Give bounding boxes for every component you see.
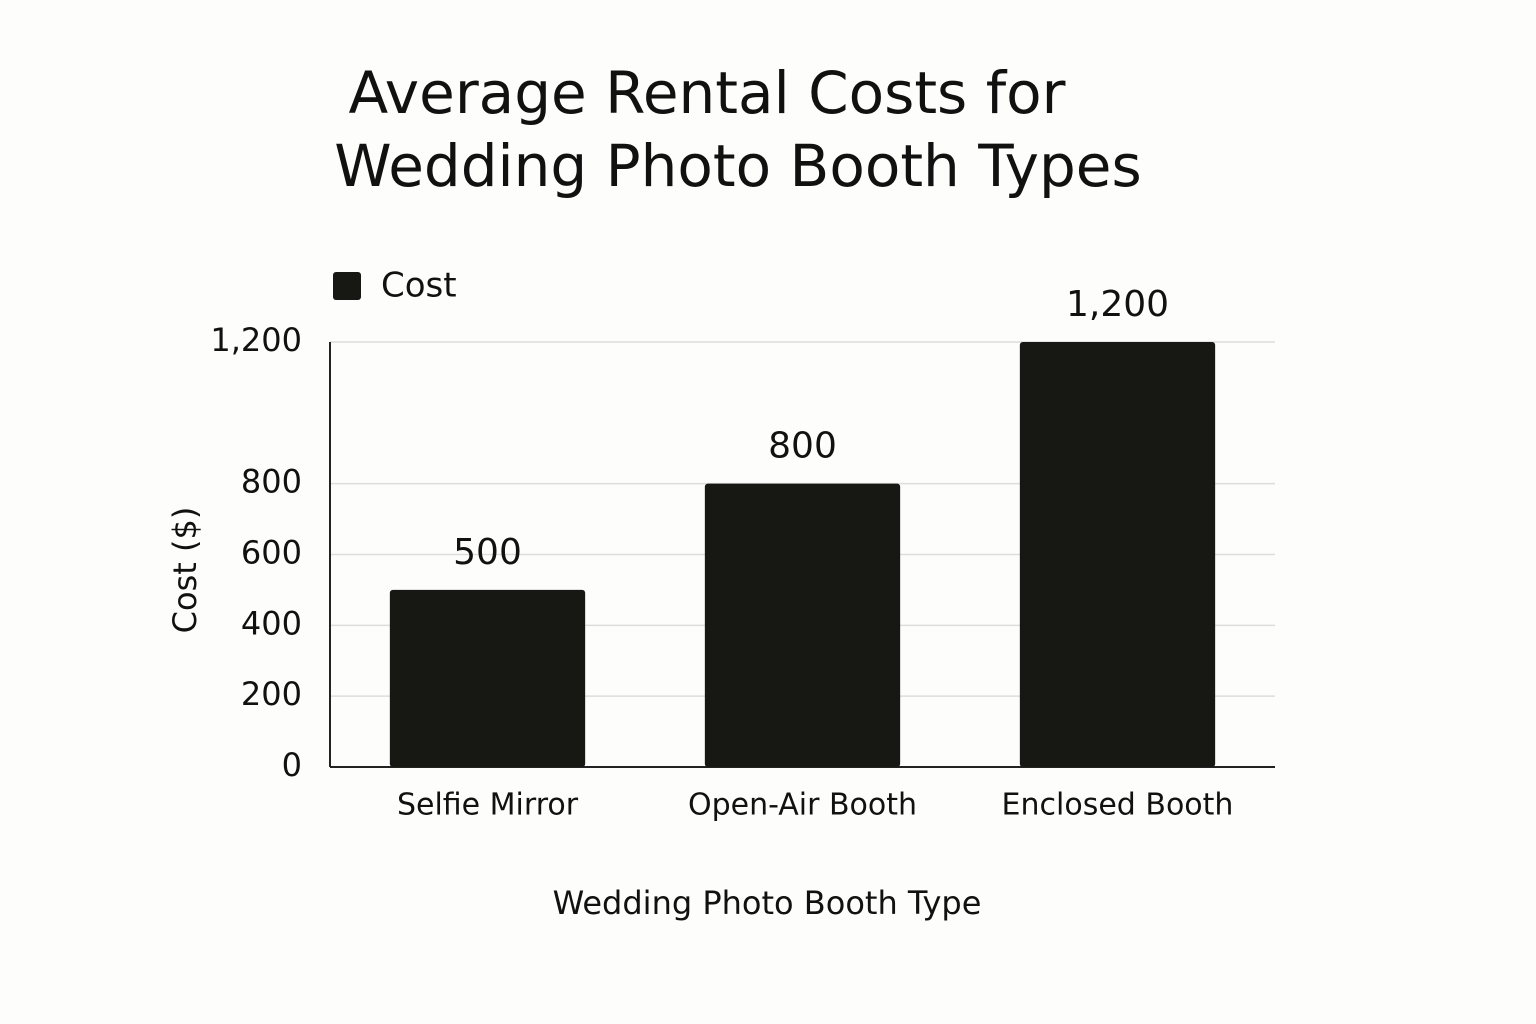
- bar: [1019, 342, 1216, 767]
- chart-title: Average Rental Costs for: [349, 59, 1066, 127]
- y-tick-label: 0: [282, 746, 302, 784]
- bar: [389, 589, 586, 767]
- legend-label: Cost: [381, 266, 457, 306]
- y-axis-label: Cost ($): [166, 507, 204, 634]
- x-axis-label: Wedding Photo Booth Type: [553, 884, 982, 922]
- chart-title: Wedding Photo Booth Types: [334, 132, 1141, 200]
- data-label: 1,200: [1066, 284, 1169, 325]
- y-tick-label: 1,200: [210, 321, 302, 359]
- x-tick-label: Enclosed Booth: [1002, 788, 1234, 823]
- data-label: 800: [768, 426, 837, 467]
- data-label: 500: [453, 532, 522, 573]
- x-tick-label: Selfie Mirror: [397, 788, 579, 823]
- legend-swatch: [333, 272, 361, 300]
- y-tick-label: 800: [241, 463, 302, 501]
- y-tick-label: 200: [241, 675, 302, 713]
- y-tick-label: 600: [241, 534, 302, 572]
- y-tick-label: 400: [241, 604, 302, 642]
- x-tick-label: Open-Air Booth: [688, 788, 917, 823]
- bar: [704, 483, 901, 767]
